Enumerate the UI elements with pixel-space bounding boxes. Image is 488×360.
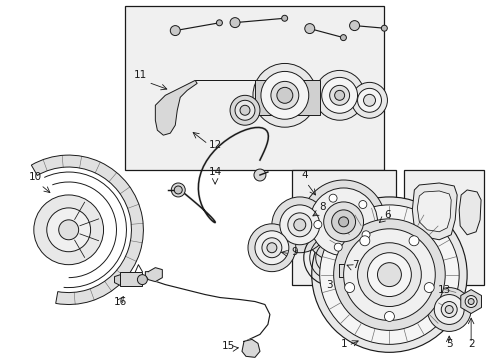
Circle shape [34, 195, 103, 265]
Circle shape [357, 243, 421, 306]
Circle shape [304, 24, 314, 33]
Circle shape [279, 205, 319, 245]
Circle shape [309, 188, 377, 256]
Circle shape [367, 253, 410, 297]
Circle shape [254, 231, 288, 265]
Circle shape [433, 294, 463, 324]
Text: 12: 12 [208, 140, 221, 150]
Circle shape [171, 183, 185, 197]
Circle shape [252, 63, 316, 127]
Bar [291, 170, 396, 285]
Circle shape [59, 220, 79, 240]
Circle shape [427, 288, 470, 332]
Circle shape [253, 169, 265, 181]
Text: 9: 9 [291, 247, 298, 257]
Circle shape [384, 311, 394, 321]
Circle shape [334, 90, 344, 100]
Circle shape [240, 105, 249, 115]
Circle shape [440, 302, 456, 318]
Circle shape [343, 229, 434, 320]
Circle shape [262, 238, 281, 258]
Circle shape [229, 18, 240, 28]
Text: 7: 7 [351, 260, 358, 270]
Bar [125, 6, 384, 170]
Circle shape [323, 202, 363, 242]
Circle shape [287, 213, 311, 237]
Wedge shape [31, 155, 143, 305]
Circle shape [467, 298, 473, 305]
Polygon shape [416, 191, 450, 232]
Text: 4: 4 [301, 170, 307, 180]
Polygon shape [458, 190, 480, 235]
Text: 3: 3 [325, 280, 332, 289]
Circle shape [137, 275, 147, 285]
Circle shape [358, 201, 366, 208]
Circle shape [170, 26, 180, 36]
Circle shape [344, 283, 354, 293]
Text: 13: 13 [437, 284, 450, 294]
Circle shape [174, 186, 182, 194]
Text: 14: 14 [208, 167, 221, 177]
Circle shape [47, 208, 90, 252]
Circle shape [271, 197, 327, 253]
Circle shape [340, 35, 346, 41]
Circle shape [424, 283, 433, 293]
Polygon shape [411, 183, 456, 240]
Circle shape [351, 82, 386, 118]
Circle shape [321, 77, 357, 113]
Text: 1: 1 [341, 339, 347, 349]
Circle shape [363, 94, 375, 106]
Polygon shape [155, 80, 197, 135]
Circle shape [334, 243, 342, 251]
Circle shape [261, 71, 308, 119]
Circle shape [338, 217, 348, 227]
Circle shape [313, 221, 321, 229]
Circle shape [381, 25, 386, 31]
Circle shape [349, 21, 359, 31]
Circle shape [229, 95, 260, 125]
Circle shape [331, 210, 355, 234]
Circle shape [301, 180, 385, 264]
Text: 10: 10 [29, 172, 42, 182]
Text: 5: 5 [445, 339, 451, 349]
Circle shape [357, 88, 381, 112]
Circle shape [270, 81, 298, 109]
Circle shape [408, 236, 418, 246]
Polygon shape [114, 275, 120, 285]
Circle shape [281, 15, 287, 21]
Circle shape [359, 236, 369, 246]
Circle shape [293, 219, 305, 231]
Bar [120, 272, 142, 285]
Circle shape [266, 243, 276, 253]
Circle shape [361, 231, 369, 239]
Bar [404, 170, 483, 285]
Circle shape [235, 100, 254, 120]
Circle shape [328, 194, 336, 202]
Polygon shape [195, 80, 319, 115]
Circle shape [314, 71, 364, 120]
Circle shape [276, 87, 292, 103]
Circle shape [377, 263, 401, 287]
Circle shape [464, 296, 476, 307]
Circle shape [247, 224, 295, 272]
Polygon shape [242, 339, 260, 357]
Text: 16: 16 [114, 297, 127, 306]
Circle shape [319, 205, 458, 345]
Text: 2: 2 [467, 339, 473, 349]
Circle shape [329, 85, 349, 105]
Polygon shape [460, 289, 481, 314]
Circle shape [311, 197, 466, 352]
Circle shape [333, 219, 444, 330]
Text: 15: 15 [221, 341, 234, 351]
Text: 8: 8 [319, 202, 325, 212]
Polygon shape [145, 268, 162, 282]
Text: 11: 11 [134, 71, 147, 80]
Circle shape [216, 20, 222, 26]
Text: 6: 6 [384, 210, 390, 220]
Circle shape [444, 306, 452, 314]
